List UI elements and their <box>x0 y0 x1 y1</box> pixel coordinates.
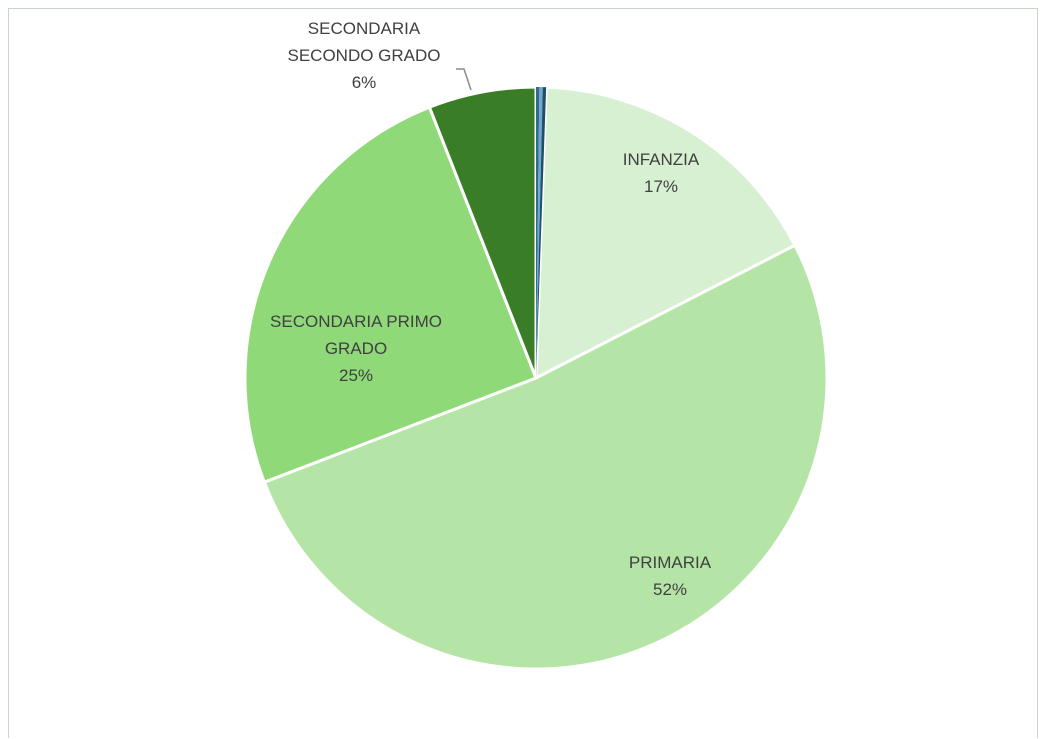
pie-chart: INFANZIA 17% PRIMARIA 52% SECONDARIA PRIMO GR… <box>243 19 829 671</box>
chart-area: INFANZIA 17% PRIMARIA 52% SECONDARIA PRIMO GR… <box>8 8 1038 738</box>
pie-sliver <box>536 87 547 378</box>
pie-slice-primaria <box>262 243 829 671</box>
slice-label-primaria: PRIMARIA 52% <box>629 553 712 599</box>
pie-sliver <box>536 87 543 378</box>
pie-slice-infanzia <box>534 85 797 381</box>
pie-slice-secondaria-primo-grado <box>243 105 538 485</box>
slice-label-secondaria-secondo-grado: SECONDARIA SECONDO GRADO 6% <box>287 19 440 92</box>
slice-label-infanzia: INFANZIA 17% <box>623 150 700 196</box>
leader-line <box>456 68 472 91</box>
slice-label-secondaria-primo-grado: SECONDARIA PRIMO GRADO 25% <box>270 312 442 385</box>
pie-sliver <box>536 87 540 378</box>
pie-slice-secondaria-secondo-grado <box>427 85 538 379</box>
